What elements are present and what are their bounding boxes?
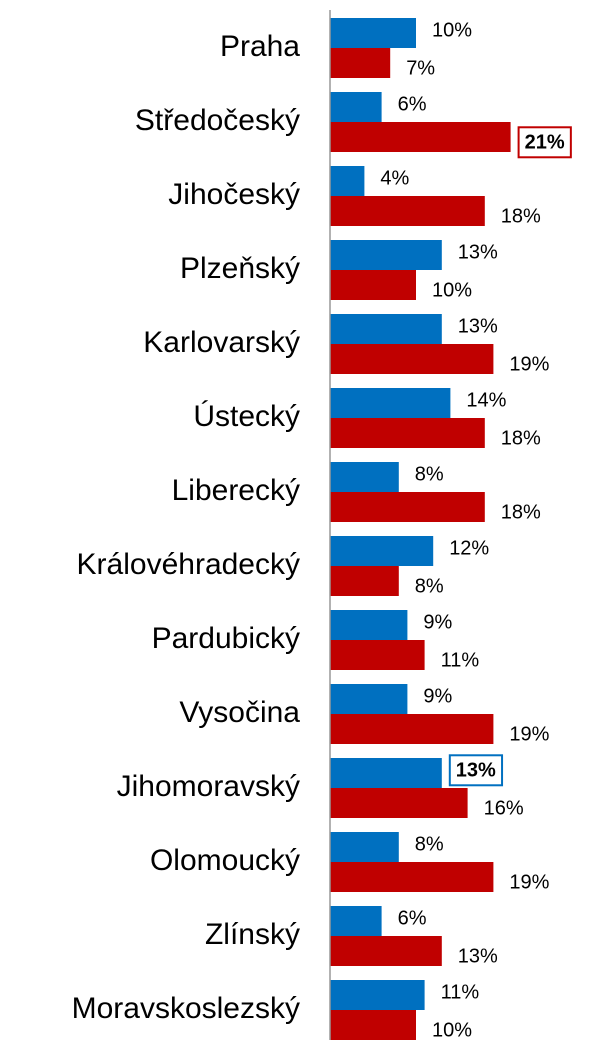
bar: [330, 788, 468, 818]
value-label: 12%: [449, 537, 489, 559]
bar: [330, 714, 494, 744]
value-label: 4%: [380, 167, 409, 189]
value-label: 8%: [415, 833, 444, 855]
bar: [330, 418, 485, 448]
bar: [330, 344, 494, 374]
value-label: 18%: [501, 205, 541, 227]
value-label: 21%: [525, 131, 565, 153]
bar: [330, 684, 408, 714]
bar: [330, 980, 425, 1010]
bar: [330, 388, 451, 418]
category-label: Moravskoslezský: [72, 992, 300, 1025]
bar: [330, 906, 382, 936]
value-label: 13%: [458, 945, 498, 967]
bar: [330, 862, 494, 892]
value-label: 18%: [501, 501, 541, 523]
category-label: Středočeský: [135, 104, 300, 137]
category-label: Ústecký: [193, 400, 300, 433]
value-label: 6%: [398, 93, 427, 115]
category-label: Olomoucký: [150, 844, 300, 877]
value-label: 18%: [501, 427, 541, 449]
value-label: 14%: [466, 389, 506, 411]
bar: [330, 1010, 416, 1040]
category-label: Liberecký: [172, 474, 300, 507]
bar: [330, 832, 399, 862]
bar: [330, 640, 425, 670]
value-label: 9%: [423, 685, 452, 707]
value-label: 13%: [458, 241, 498, 263]
value-label: 10%: [432, 279, 472, 301]
highlight-box: [517, 126, 572, 159]
value-label: 11%: [441, 981, 480, 1003]
value-label: 10%: [432, 1019, 472, 1041]
bar: [330, 492, 485, 522]
bar: [330, 48, 391, 78]
value-label: 8%: [415, 463, 444, 485]
bar: [330, 270, 416, 300]
category-label: Vysočina: [179, 696, 300, 729]
bar: [330, 314, 442, 344]
category-label: Praha: [220, 30, 300, 63]
value-label: 19%: [509, 871, 549, 893]
value-label: 11%: [441, 649, 480, 671]
highlight-box: [448, 754, 504, 787]
value-label: 16%: [484, 797, 524, 819]
value-label: 9%: [423, 611, 452, 633]
category-label: Zlínský: [205, 918, 300, 951]
bar: [330, 758, 442, 788]
value-label: 10%: [432, 19, 472, 41]
value-label: 19%: [509, 353, 549, 375]
value-label: 7%: [406, 57, 435, 79]
category-label: Královéhradecký: [77, 548, 300, 581]
value-label: 6%: [398, 907, 427, 929]
category-label: Jihočeský: [168, 178, 300, 211]
bar: [330, 18, 416, 48]
bar: [330, 92, 382, 122]
bar: [330, 610, 408, 640]
value-label: 13%: [458, 315, 498, 337]
value-label: 8%: [415, 575, 444, 597]
value-label: 13%: [456, 759, 496, 781]
bar: [330, 566, 399, 596]
category-label: Pardubický: [152, 622, 300, 655]
value-label: 19%: [509, 723, 549, 745]
bar: [330, 196, 485, 226]
bar: [330, 166, 365, 196]
bar: [330, 536, 434, 566]
category-label: Karlovarský: [143, 326, 300, 359]
category-label: Plzeňský: [180, 252, 300, 285]
bar: [330, 240, 442, 270]
bar: [330, 936, 442, 966]
bar: [330, 122, 511, 152]
bar: [330, 462, 399, 492]
category-label: Jihomoravský: [117, 770, 300, 803]
